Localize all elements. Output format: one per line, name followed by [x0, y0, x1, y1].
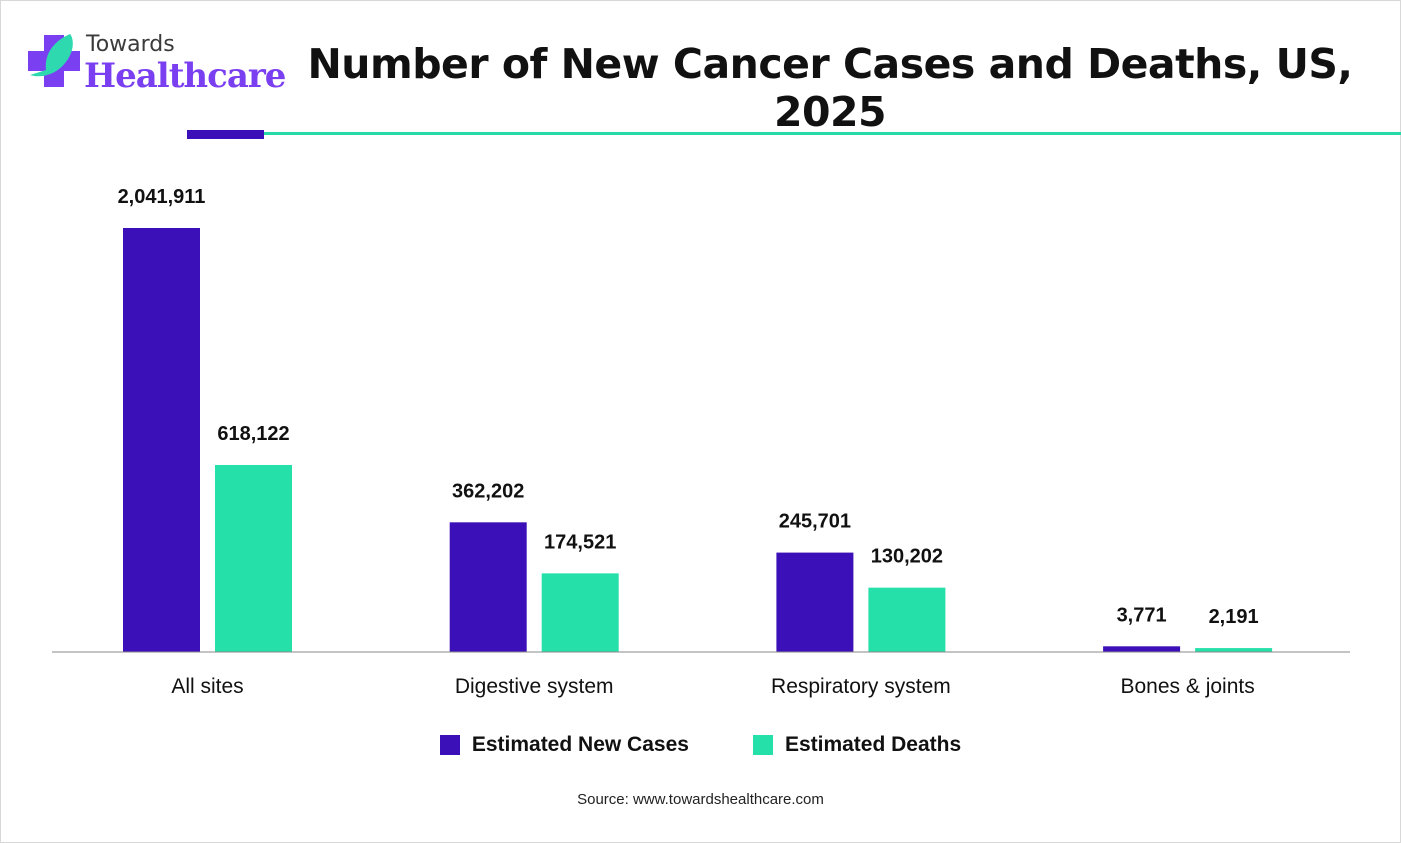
logo-text-healthcare: Healthcare — [84, 56, 286, 96]
legend-label-new-cases: Estimated New Cases — [471, 733, 689, 756]
legend-swatch-deaths — [752, 735, 773, 755]
logo-text-towards: Towards — [86, 32, 175, 57]
x-tick-label: All sites — [171, 675, 243, 698]
towards-healthcare-logo: Towards Healthcare — [26, 30, 286, 100]
x-tick-label: Digestive system — [455, 675, 614, 698]
data-label: 3,771 — [1117, 604, 1167, 626]
data-label: 245,701 — [779, 511, 851, 533]
bar-new-cases — [1103, 646, 1181, 652]
bar-deaths — [541, 573, 619, 652]
bar-new-cases — [123, 228, 200, 652]
x-tick-label: Respiratory system — [771, 675, 951, 698]
legend-swatch-new-cases — [439, 735, 460, 755]
title-underline-accent — [187, 130, 264, 139]
x-tick-label: Bones & joints — [1120, 675, 1254, 698]
bar-deaths — [215, 464, 292, 652]
chart-title: Number of New Cancer Cases and Deaths, U… — [307, 40, 1353, 136]
legend-label-deaths: Estimated Deaths — [784, 733, 962, 756]
data-label: 362,202 — [452, 480, 524, 502]
data-label: 2,041,911 — [118, 186, 206, 208]
medical-cross-leaf-icon — [28, 34, 80, 87]
data-label: 618,122 — [217, 423, 289, 445]
data-label: 2,191 — [1209, 606, 1259, 628]
bar-deaths — [868, 587, 946, 652]
bar-new-cases — [449, 522, 527, 652]
data-label: 130,202 — [871, 546, 943, 568]
data-label: 174,521 — [544, 531, 616, 553]
legend-item-new-cases[interactable]: Estimated New Cases — [439, 733, 689, 757]
legend-item-deaths[interactable]: Estimated Deaths — [752, 733, 962, 757]
source-note: Source: www.towardshealthcare.com — [577, 791, 824, 808]
bar-new-cases — [776, 552, 854, 652]
bar-deaths — [1195, 648, 1273, 652]
title-underline — [264, 132, 1401, 135]
legend: Estimated New Cases Estimated Deaths — [0, 733, 1401, 757]
